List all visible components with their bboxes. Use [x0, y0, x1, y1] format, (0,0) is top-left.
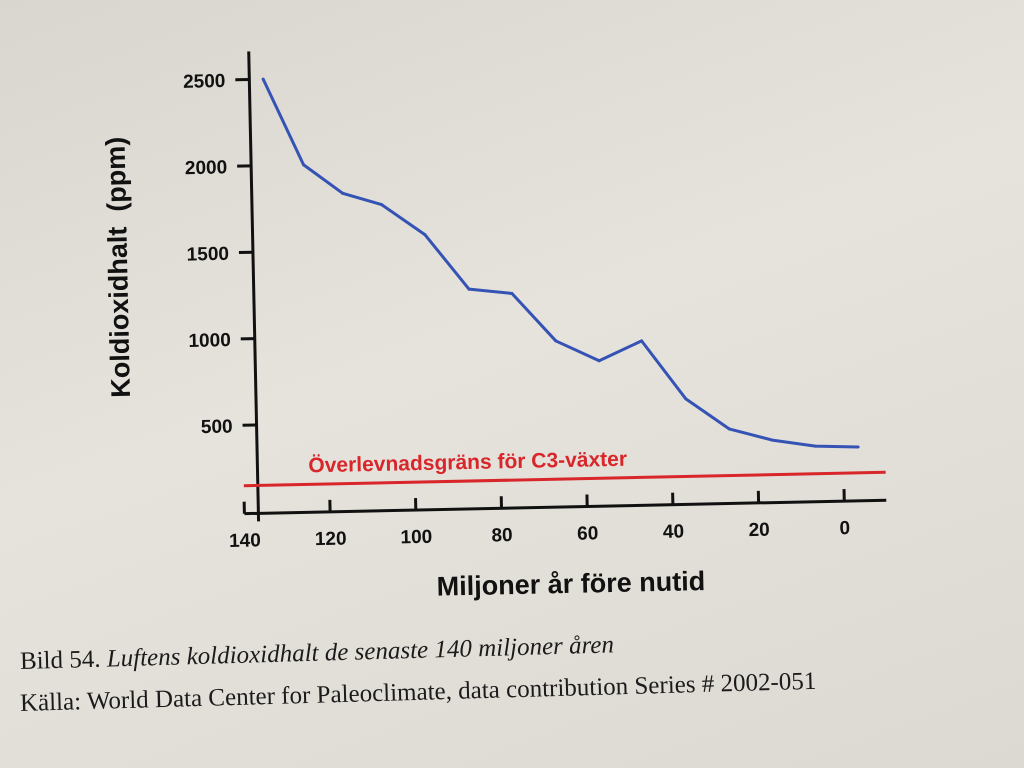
co2-data-point	[467, 287, 471, 291]
y-tick-label: 500	[201, 416, 233, 438]
co2-data-point	[597, 359, 601, 363]
co2-data-point	[684, 397, 688, 401]
y-axis	[247, 51, 261, 522]
x-tick-label: 60	[577, 523, 599, 544]
x-ticks: 140 120 100 80 60 40 20 0	[229, 489, 850, 552]
co2-data-point	[640, 339, 644, 343]
co2-series-line	[261, 78, 859, 449]
c3-survival-threshold-label: Överlevnadsgräns för C3-växter	[308, 448, 627, 478]
y-tick-label: 1500	[186, 244, 229, 266]
x-tick-label: 40	[663, 521, 685, 542]
co2-data-point	[510, 291, 514, 295]
co2-data-point	[302, 163, 306, 167]
x-tick-label: 0	[839, 518, 850, 539]
x-axis	[244, 498, 887, 516]
c3-survival-threshold-line	[243, 470, 886, 488]
caption-figure-number: Bild 54.	[19, 645, 101, 675]
y-axis-title: Koldioxidhalt (ppm)	[100, 136, 135, 398]
co2-data-point	[341, 191, 345, 195]
x-tick-label: 20	[748, 520, 770, 541]
y-ticks: 500 1000 1500 2000 2500	[183, 71, 257, 438]
x-tick-label: 80	[491, 525, 513, 546]
co2-data-point	[261, 77, 265, 81]
co2-data-point	[770, 438, 774, 442]
y-tick-label: 1000	[188, 330, 231, 352]
x-axis-title: Miljoner år före nutid	[436, 566, 705, 602]
x-tick-label: 140	[229, 530, 261, 552]
co2-data-point	[813, 444, 817, 448]
co2-data-point	[423, 233, 427, 237]
x-tick-label: 100	[400, 527, 432, 549]
co2-data-point	[727, 427, 731, 431]
y-tick-label: 2000	[185, 157, 228, 179]
x-tick-label: 120	[315, 529, 347, 551]
co2-data-point	[856, 445, 860, 449]
series-group	[261, 77, 860, 449]
co2-data-point	[380, 203, 384, 207]
co2-data-point	[554, 339, 558, 343]
y-tick-label: 2500	[183, 71, 226, 93]
